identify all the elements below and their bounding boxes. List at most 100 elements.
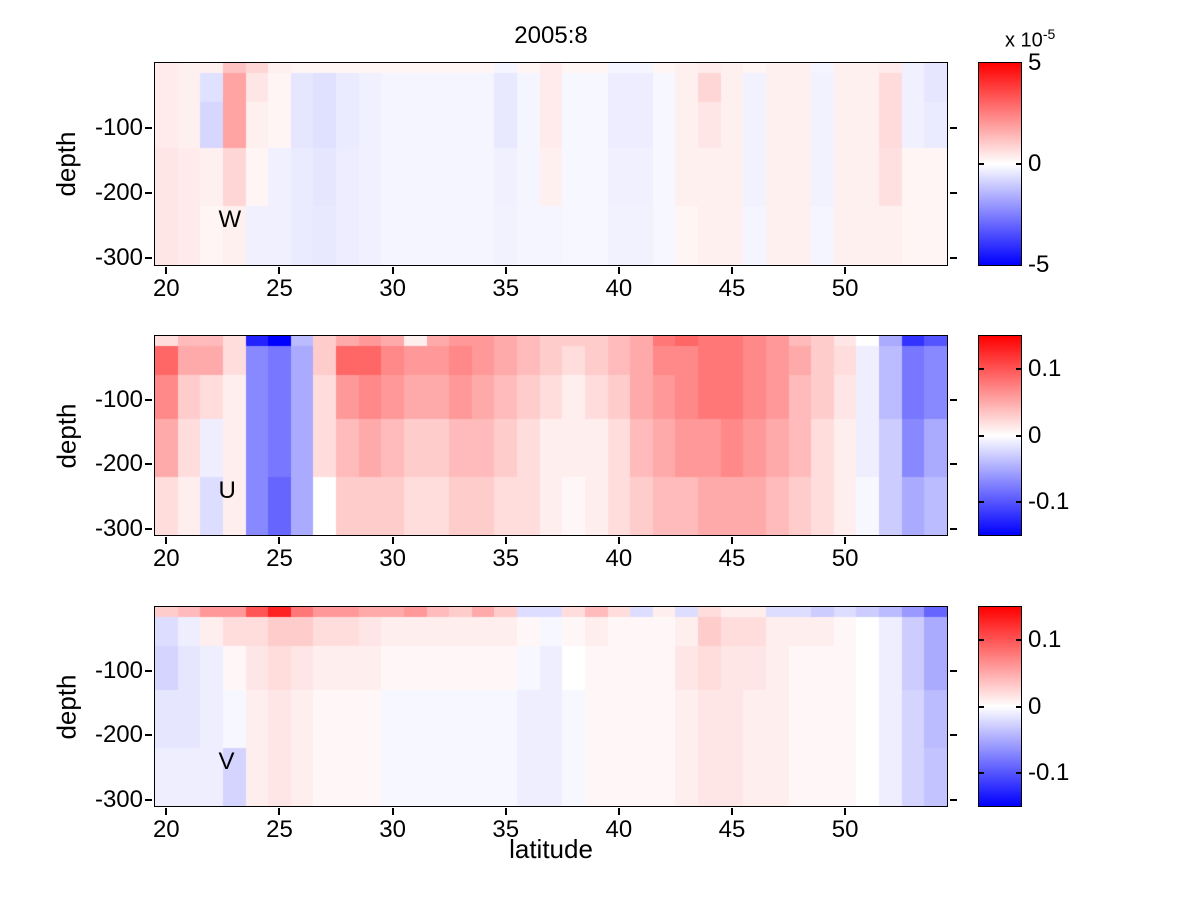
x-tick-label: 40 (605, 545, 633, 572)
colorbar-tick-label: 0 (1028, 150, 1042, 177)
colorbar-tick-mark (1016, 163, 1021, 165)
figure-title: 2005:8 (514, 22, 588, 49)
colorbar-tick-mark (979, 163, 984, 165)
x-tick-label: 45 (718, 816, 746, 843)
x-tick-mark (731, 537, 734, 544)
x-tick-mark (731, 267, 734, 274)
x-tick-label: 20 (152, 816, 180, 843)
y-tick-mark (145, 463, 152, 466)
y-axis-label-depth: depth (51, 673, 81, 740)
y-tick-mark-right (950, 127, 957, 130)
colorbar-tick-label: 5 (1028, 49, 1042, 76)
x-tick-label: 20 (152, 545, 180, 572)
y-tick-label: -200 (94, 721, 143, 749)
y-tick-label: -100 (94, 114, 143, 142)
y-tick-label: -300 (94, 244, 143, 272)
y-tick-mark (145, 192, 152, 195)
y-tick-mark (145, 127, 152, 130)
colorbar-tick-mark (1016, 705, 1021, 708)
x-tick-mark (617, 537, 620, 544)
colorbar-w (977, 61, 1022, 266)
colorbar-tick-mark (979, 368, 984, 371)
x-tick-label: 35 (492, 816, 520, 843)
heatmap-canvas-v (154, 606, 947, 806)
x-tick-label: 45 (718, 545, 746, 572)
y-axis-label-depth: depth (51, 131, 81, 197)
x-tick-mark (731, 808, 734, 815)
x-tick-mark (391, 267, 394, 274)
colorbar-tick-mark (979, 705, 984, 708)
x-tick-label: 40 (605, 816, 633, 843)
panel-letter-v: V (218, 747, 235, 775)
y-tick-label: -300 (94, 514, 143, 542)
y-tick-label: -300 (94, 785, 143, 813)
colorbar-tick-label: 0.1 (1028, 355, 1062, 383)
x-tick-label: 35 (492, 545, 520, 572)
x-tick-mark (617, 808, 620, 815)
y-tick-mark (145, 798, 152, 801)
x-tick-mark (278, 808, 281, 815)
colorbar-tick-label: 0 (1028, 692, 1042, 720)
x-tick-label: 30 (379, 545, 406, 572)
y-tick-mark-right (950, 527, 957, 530)
x-tick-mark (844, 267, 847, 274)
colorbar-tick-mark (1016, 368, 1021, 371)
x-tick-mark (165, 808, 168, 815)
x-tick-mark (504, 537, 507, 544)
y-tick-mark-right (950, 734, 957, 737)
x-tick-mark (391, 808, 394, 815)
y-tick-mark (145, 399, 152, 402)
y-tick-mark (145, 734, 152, 737)
y-tick-label: -100 (94, 657, 143, 685)
colorbar-scale-label: x 10-5 (1005, 26, 1056, 52)
x-tick-mark (165, 267, 168, 274)
heatmap-canvas-w (154, 62, 947, 265)
y-tick-mark-right (950, 192, 957, 195)
x-tick-mark (165, 537, 168, 544)
y-tick-mark-right (950, 399, 957, 402)
x-tick-label: 25 (266, 816, 293, 843)
colorbar-tick-mark (1016, 434, 1021, 437)
x-tick-mark (504, 808, 507, 815)
x-tick-label: 25 (266, 545, 293, 572)
x-tick-label: 25 (266, 275, 293, 302)
panel-letter-w: W (218, 205, 242, 233)
y-tick-mark-right (950, 257, 957, 260)
y-tick-mark (145, 257, 152, 260)
x-tick-label: 50 (831, 545, 859, 572)
colorbar-u (977, 334, 1022, 536)
colorbar-v (977, 605, 1022, 807)
y-tick-label: -200 (94, 179, 143, 207)
y-tick-mark (145, 527, 152, 530)
panel-letter-u: U (218, 476, 236, 504)
x-tick-label: 50 (831, 816, 859, 843)
x-tick-mark (617, 267, 620, 274)
x-tick-mark (844, 808, 847, 815)
y-tick-label: -100 (94, 386, 143, 414)
y-tick-mark (145, 670, 152, 673)
y-tick-mark-right (950, 463, 957, 466)
colorbar-tick-label: -5 (1028, 251, 1050, 278)
x-tick-label: 50 (831, 275, 859, 302)
x-tick-mark (844, 537, 847, 544)
x-tick-mark (278, 537, 281, 544)
y-tick-mark-right (950, 670, 957, 673)
x-tick-mark (391, 537, 394, 544)
heatmap-panel-w: W (153, 61, 948, 266)
colorbar-tick-label: 0 (1028, 421, 1042, 449)
heatmap-panel-u: U (153, 334, 948, 536)
colorbar-tick-label: -0.1 (1028, 758, 1070, 786)
x-tick-label: 35 (492, 275, 520, 302)
x-tick-label: 45 (718, 275, 746, 302)
heatmap-panel-v: V (153, 605, 948, 807)
x-tick-label: 40 (605, 275, 633, 302)
x-tick-mark (504, 267, 507, 274)
colorbar-tick-mark (979, 500, 984, 503)
colorbar-tick-mark (1016, 771, 1021, 774)
y-tick-label: -200 (94, 450, 143, 478)
y-axis-label-depth: depth (51, 402, 81, 469)
x-axis-label-latitude: latitude (509, 834, 593, 864)
colorbar-tick-mark (979, 434, 984, 437)
colorbar-tick-mark (979, 771, 984, 774)
